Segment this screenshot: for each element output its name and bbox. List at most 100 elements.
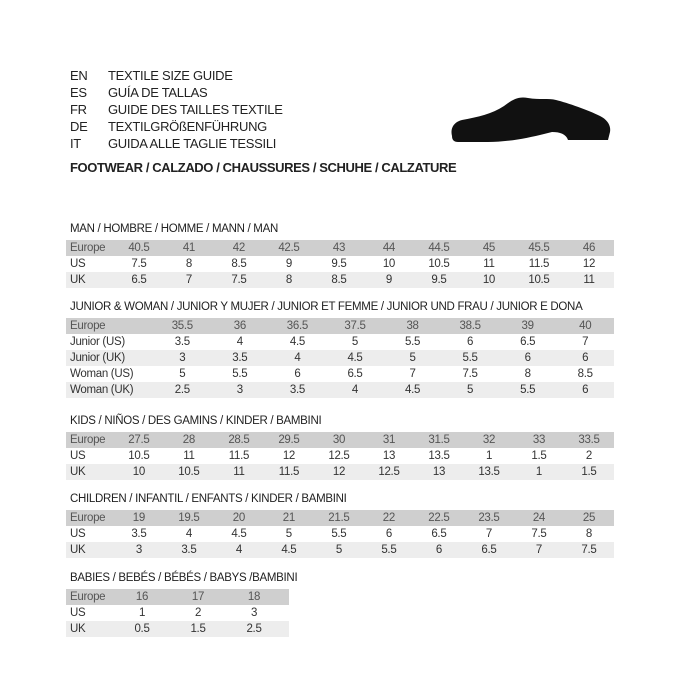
size-cell: 22.5	[413, 510, 464, 526]
size-cell: 4	[185, 528, 192, 540]
size-cell: 7.5	[213, 272, 264, 288]
language-title: GUÍA DE TALLAS	[108, 85, 208, 100]
table-row: US 1 2 3	[66, 605, 289, 621]
table-row: UK 0.5 1.5 2.5	[66, 621, 289, 637]
size-cell: 19.5	[163, 510, 214, 526]
size-cell: 4.5	[263, 542, 314, 558]
language-title: TEXTILE SIZE GUIDE	[108, 68, 233, 83]
size-cell: 6	[467, 336, 474, 348]
size-cell: 8.5	[231, 258, 247, 270]
size-cell: 4	[213, 542, 264, 558]
size-cell: 1	[138, 607, 146, 619]
size-cell: 7.5	[531, 528, 547, 540]
size-table: Europe 27.5 28 28.5 29.5 30 31 31.5 32 33 33.5 US 10…	[66, 432, 614, 480]
size-cell: 6.5	[113, 272, 164, 288]
size-cell: 10.5	[428, 258, 450, 270]
size-cell: 17	[170, 589, 226, 605]
size-cell: 9	[363, 272, 414, 288]
size-cell: 5	[285, 528, 292, 540]
size-cell: 13.5	[463, 464, 514, 480]
table-row: US 7.5 8 8.5 9 9.5 10 10.5 11 11.5 12	[66, 256, 614, 272]
shoe-icon	[451, 97, 611, 142]
size-cell: 11.5	[528, 258, 550, 270]
size-cell: 1.5	[531, 450, 547, 462]
row-label: Junior (US)	[70, 336, 125, 348]
table-row: US 3.5 4 4.5 5 5.5 6 6.5 7 7.5 8	[66, 526, 614, 542]
size-cell: 4.5	[231, 528, 247, 540]
size-cell: 19	[113, 510, 164, 526]
size-cell: 2.5	[153, 382, 212, 398]
table-row: Europe 27.5 28 28.5 29.5 30 31 31.5 32 33 33.5	[66, 432, 614, 448]
row-label: UK	[66, 621, 114, 637]
size-cell: 1.5	[170, 621, 226, 637]
size-cell: 5.5	[441, 350, 499, 366]
size-cell: 31	[363, 432, 414, 448]
table-row: US 10.5 11 11.5 12 12.5 13 13.5 1 1.5 2	[66, 448, 614, 464]
language-row: DE TEXTILGRÖßENFÜHRUNG	[70, 118, 283, 135]
size-cell: 43	[313, 240, 364, 256]
size-cell: 8.5	[313, 272, 364, 288]
size-cell: 9	[285, 258, 292, 270]
size-cell: 7	[513, 542, 564, 558]
language-code: FR	[70, 102, 87, 117]
language-row: ES GUÍA DE TALLAS	[70, 84, 283, 101]
size-cell: 29.5	[263, 432, 314, 448]
language-row: EN TEXTILE SIZE GUIDE	[70, 67, 283, 84]
row-label: UK	[66, 272, 114, 288]
size-cell: 9.5	[331, 258, 347, 270]
language-code: ES	[70, 85, 87, 100]
size-section: CHILDREN / INFANTIL / ENFANTS / KINDER /…	[66, 492, 614, 558]
size-cell: 21.5	[313, 510, 364, 526]
size-cell: 36	[211, 318, 269, 334]
size-cell: 40.5	[113, 240, 164, 256]
size-cell: 0.5	[114, 621, 170, 637]
size-cell: 4	[236, 336, 243, 348]
table-row: UK 3 3.5 4 4.5 5 5.5 6 6.5 7 7.5	[66, 542, 614, 558]
size-cell: 11	[563, 272, 614, 288]
size-cell: 7.5	[563, 542, 614, 558]
size-cell: 11.5	[263, 464, 314, 480]
size-cell: 21	[263, 510, 314, 526]
size-section: MAN / HOMBRE / HOMME / MANN / MAN Europe 4…	[66, 222, 614, 288]
size-cell: 27.5	[113, 432, 164, 448]
size-cell: 4.5	[289, 336, 305, 348]
row-label: Europe	[66, 240, 114, 256]
size-cell: 12.5	[363, 464, 414, 480]
size-cell: 7	[582, 336, 589, 348]
language-row: FR GUIDE DES TAILLES TEXTILE	[70, 101, 283, 118]
size-cell: 18	[226, 589, 282, 605]
table-row: Europe 40.5 41 42 42.5 43 44 44.5 45 45.5 46	[66, 240, 614, 256]
size-cell: 13	[382, 450, 396, 462]
size-cell: 3.5	[174, 336, 190, 348]
language-code: IT	[70, 136, 81, 151]
size-table: Europe 40.5 41 42 42.5 43 44 44.5 45 45.5 46 US 7.5 8…	[66, 240, 614, 288]
language-title: GUIDE DES TAILLES TEXTILE	[108, 102, 283, 117]
row-label: UK	[66, 464, 114, 480]
size-cell: 32	[463, 432, 514, 448]
size-cell: 40	[556, 318, 614, 334]
size-cell: 22	[363, 510, 414, 526]
size-cell: 42.5	[263, 240, 314, 256]
size-cell: 5.5	[363, 542, 414, 558]
row-label: Europe	[66, 589, 114, 605]
size-cell: 12	[582, 258, 596, 270]
size-cell: 8	[263, 272, 314, 288]
size-cell: 37.5	[326, 318, 384, 334]
size-cell: 11	[183, 450, 195, 462]
size-cell: 3	[211, 382, 269, 398]
size-cell: 5	[441, 382, 499, 398]
row-label: US	[70, 258, 86, 270]
size-table: Europe 35.5 36 36.5 37.5 38 38.5 39 40 Junior (US…	[66, 318, 614, 398]
size-cell: 13.5	[428, 450, 450, 462]
size-cell: 5.5	[404, 336, 421, 348]
size-cell: 10	[382, 258, 396, 270]
language-title: GUIDA ALLE TAGLIE TESSILI	[108, 136, 277, 151]
size-cell: 4.5	[383, 382, 442, 398]
size-cell: 3	[113, 542, 164, 558]
size-cell: 5	[313, 542, 364, 558]
size-cell: 8	[524, 368, 531, 380]
size-cell: 4	[268, 350, 327, 366]
size-cell: 42	[213, 240, 264, 256]
size-cell: 25	[563, 510, 614, 526]
size-cell: 8	[185, 258, 192, 270]
